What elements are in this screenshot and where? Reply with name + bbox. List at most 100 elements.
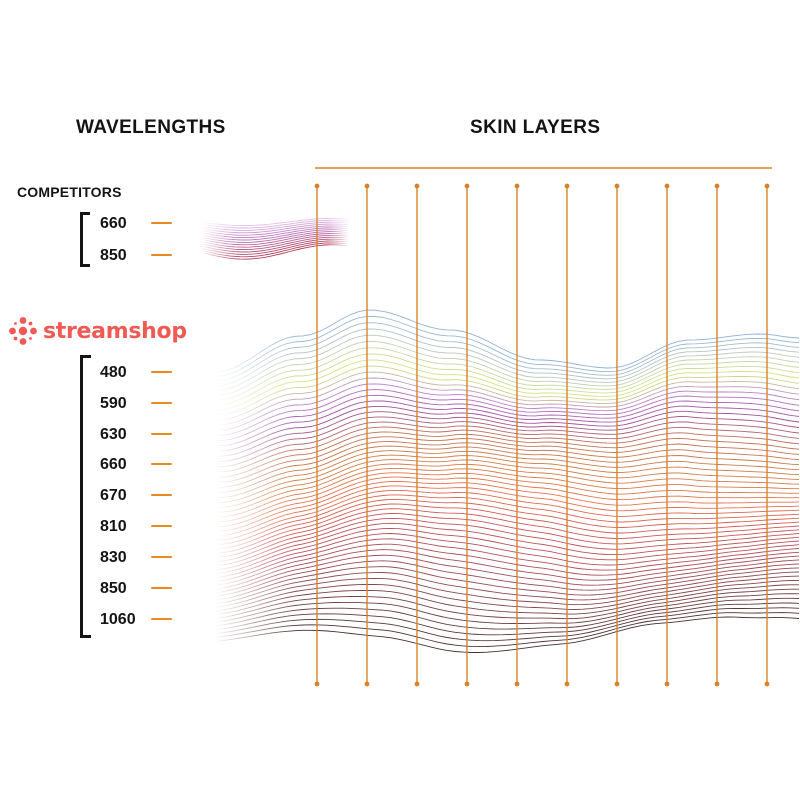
streamshop-wavelength-830: 830 (100, 549, 127, 566)
skin-layer-top-dot (564, 183, 570, 189)
streamshop-wavelength-660-tick (151, 463, 172, 465)
competitor-wavelength-850-tick (151, 254, 172, 256)
competitor-wave-line (199, 223, 351, 234)
skin-wave-line (214, 472, 800, 523)
wavelengths-heading: WAVELENGTHS (76, 117, 226, 138)
skin-layer-top-dot (364, 183, 370, 189)
skin-wave-line (214, 517, 800, 567)
skin-wave-line (214, 467, 799, 518)
skin-layer-bottom-dot (564, 681, 570, 687)
competitor-wave-line (199, 238, 351, 253)
skin-wave-line (214, 588, 799, 620)
skin-wave-line (214, 485, 800, 537)
skin-wave-line (214, 513, 800, 562)
skin-wave-line (214, 450, 800, 498)
streamshop-wavelength-810: 810 (100, 518, 127, 535)
streamshop-wavelength-660: 660 (100, 456, 127, 473)
streamshop-wavelength-670-tick (151, 494, 172, 496)
skin-wave-line (215, 411, 800, 457)
skin-wave-line (214, 481, 800, 532)
skin-layer-bottom-dot (314, 681, 320, 687)
competitors-bracket (80, 212, 90, 267)
skin-wave-line (214, 566, 800, 601)
skin-layer-bottom-dot (614, 681, 620, 687)
skin-wave-line (214, 494, 800, 545)
skin-wave-line (214, 522, 800, 571)
streamshop-wavelength-850-tick (151, 587, 172, 589)
dot-cluster-logo-icon (9, 317, 37, 345)
skin-wave-line (214, 383, 800, 431)
skin-wave-line (214, 584, 799, 616)
skin-layer-top-dot (764, 183, 770, 189)
skin-wave-line (214, 371, 800, 421)
competitor-wavelength-660-tick (151, 222, 172, 224)
skin-wave-line (215, 463, 800, 513)
skin-layer-top-dot (514, 183, 520, 189)
streamshop-wavelength-1060: 1060 (100, 611, 136, 628)
skin-layer-top-dot (664, 183, 670, 189)
skin-wave-line (215, 394, 800, 441)
streamshop-bracket (80, 355, 91, 638)
skin-wave-line (214, 527, 800, 574)
competitor-wave-line (199, 225, 351, 236)
streamshop-wavelength-670: 670 (100, 487, 127, 504)
skin-layer-top-dot (314, 183, 320, 189)
competitors-label: COMPETITORS (17, 184, 122, 200)
streamshop-wavelength-590-tick (151, 402, 172, 404)
skin-wave-line (214, 508, 800, 558)
streamshop-wavelength-590: 590 (100, 395, 127, 412)
skin-layer-bottom-dot (714, 681, 720, 687)
competitor-wave-line (199, 234, 351, 248)
skin-wave-line (214, 347, 800, 401)
skin-wave-line (214, 322, 800, 382)
skin-wave-line (214, 607, 800, 642)
skin-layer-bottom-dot (414, 681, 420, 687)
skin-wave-line (214, 441, 800, 488)
skin-wave-line (214, 421, 800, 468)
competitor-wave-line (199, 236, 351, 251)
competitor-wave-line (199, 221, 351, 231)
competitor-wave-line (199, 229, 351, 241)
competitor-wave-line (199, 240, 351, 255)
streamshop-wavelength-480: 480 (100, 364, 127, 381)
competitor-wave-line (199, 217, 351, 227)
competitor-wave-line (199, 244, 351, 260)
competitor-wave-line (199, 227, 351, 239)
skin-wave-line (214, 426, 800, 473)
skin-wave-line (214, 328, 800, 387)
skin-wave-line (214, 533, 800, 578)
skin-wave-line (214, 549, 800, 590)
skin-wave-line (214, 476, 800, 527)
skin-wave-line (214, 554, 800, 594)
skin-wave-line (214, 334, 800, 391)
competitor-wave-bundle (199, 217, 351, 260)
skin-wave-line (214, 377, 800, 426)
skin-wave-line (214, 575, 800, 608)
competitor-wave-line (199, 219, 351, 229)
skin-layer-bottom-dot (464, 681, 470, 687)
skin-wave-line (214, 612, 800, 648)
skin-wave-line (214, 416, 800, 462)
skin-wave-line (214, 405, 800, 452)
streamshop-wavelength-630-tick (151, 433, 172, 435)
streamshop-brand: streamshop (8, 314, 187, 348)
skin-wave-line (214, 543, 800, 586)
skin-wave-line (215, 454, 800, 503)
skin-wave-line (214, 353, 800, 406)
skin-wave-line (214, 538, 800, 582)
skin-layer-top-dot (464, 183, 470, 189)
skin-layer-bottom-dot (664, 681, 670, 687)
skin-wave-line (214, 365, 800, 416)
skin-wave-line (214, 436, 800, 483)
competitor-wave-line (199, 231, 351, 243)
skin-wave-line (214, 341, 800, 396)
skin-wave-line (214, 431, 800, 478)
skin-layer-top-dot (614, 183, 620, 189)
skin-wave-line (214, 315, 800, 377)
streamshop-wavelength-830-tick (151, 556, 172, 558)
skin-wave-line (214, 571, 800, 605)
streamshop-wavelength-630: 630 (100, 426, 127, 443)
streamshop-wavelength-810-tick (151, 525, 172, 527)
skin-layer-top-dot (414, 183, 420, 189)
skin-layer-bottom-dot (514, 681, 520, 687)
